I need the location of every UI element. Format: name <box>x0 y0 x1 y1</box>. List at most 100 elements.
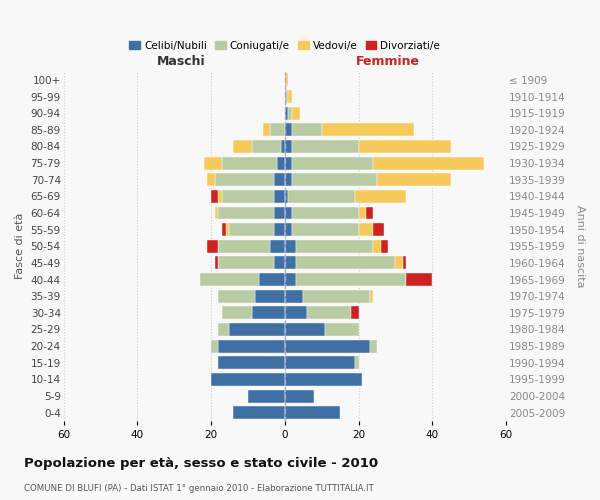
Bar <box>218 356 285 369</box>
Bar <box>285 290 303 302</box>
Bar <box>322 124 414 136</box>
Bar <box>289 90 292 103</box>
Bar <box>370 290 373 302</box>
Bar <box>274 190 285 203</box>
Bar <box>277 156 285 170</box>
Bar <box>296 256 395 270</box>
Bar <box>222 306 251 320</box>
Bar <box>373 223 385 236</box>
Bar <box>211 340 218 352</box>
Bar <box>248 390 285 402</box>
Bar <box>359 140 451 153</box>
Bar <box>270 240 285 253</box>
Bar <box>215 256 218 270</box>
Bar <box>233 406 285 419</box>
Bar <box>274 173 285 186</box>
Text: COMUNE DI BLUFI (PA) - Dati ISTAT 1° gennaio 2010 - Elaborazione TUTTITALIA.IT: COMUNE DI BLUFI (PA) - Dati ISTAT 1° gen… <box>24 484 374 493</box>
Bar <box>251 140 281 153</box>
Bar <box>285 273 296 286</box>
Bar <box>211 373 285 386</box>
Bar <box>296 273 406 286</box>
Bar <box>251 306 285 320</box>
Bar <box>285 173 292 186</box>
Bar <box>285 340 370 352</box>
Bar <box>366 206 373 220</box>
Bar <box>285 406 340 419</box>
Bar <box>377 173 451 186</box>
Bar <box>380 240 388 253</box>
Bar <box>285 90 289 103</box>
Bar <box>215 173 274 186</box>
Bar <box>285 256 296 270</box>
Bar <box>359 223 373 236</box>
Bar <box>211 190 218 203</box>
Bar <box>274 206 285 220</box>
Bar <box>406 273 432 286</box>
Bar <box>263 124 270 136</box>
Bar <box>274 223 285 236</box>
Bar <box>215 206 218 220</box>
Bar <box>292 156 373 170</box>
Bar <box>256 290 285 302</box>
Bar <box>355 356 359 369</box>
Bar <box>307 306 351 320</box>
Bar <box>222 223 226 236</box>
Bar <box>355 190 406 203</box>
Bar <box>226 223 229 236</box>
Bar <box>296 240 373 253</box>
Bar <box>259 273 285 286</box>
Bar <box>359 206 366 220</box>
Bar <box>292 223 359 236</box>
Bar <box>218 256 274 270</box>
Bar <box>218 340 285 352</box>
Bar <box>233 140 251 153</box>
Bar <box>292 206 359 220</box>
Bar <box>285 74 289 86</box>
Bar <box>285 356 355 369</box>
Bar <box>292 106 299 120</box>
Bar <box>218 323 229 336</box>
Bar <box>395 256 403 270</box>
Bar <box>200 273 259 286</box>
Bar <box>289 190 355 203</box>
Bar <box>285 140 292 153</box>
Bar <box>292 173 377 186</box>
Bar <box>218 206 274 220</box>
Bar <box>270 124 285 136</box>
Bar <box>303 290 370 302</box>
Bar <box>229 323 285 336</box>
Bar <box>222 156 277 170</box>
Bar <box>289 106 292 120</box>
Bar <box>218 190 222 203</box>
Bar <box>285 390 314 402</box>
Bar <box>208 240 218 253</box>
Text: Maschi: Maschi <box>157 55 206 68</box>
Bar <box>274 256 285 270</box>
Bar <box>403 256 406 270</box>
Bar <box>285 306 307 320</box>
Bar <box>285 223 292 236</box>
Bar <box>285 190 289 203</box>
Y-axis label: Anni di nascita: Anni di nascita <box>575 205 585 288</box>
Bar <box>208 173 215 186</box>
Bar <box>292 140 359 153</box>
Bar <box>285 206 292 220</box>
Bar <box>203 156 222 170</box>
Bar <box>285 373 362 386</box>
Text: Popolazione per età, sesso e stato civile - 2010: Popolazione per età, sesso e stato civil… <box>24 458 378 470</box>
Bar <box>285 156 292 170</box>
Bar <box>370 340 377 352</box>
Bar <box>285 124 292 136</box>
Bar <box>218 290 256 302</box>
Legend: Celibi/Nubili, Coniugati/e, Vedovi/e, Divorziati/e: Celibi/Nubili, Coniugati/e, Vedovi/e, Di… <box>125 36 445 55</box>
Text: Femmine: Femmine <box>356 55 420 68</box>
Bar <box>351 306 359 320</box>
Y-axis label: Fasce di età: Fasce di età <box>15 213 25 280</box>
Bar <box>373 240 380 253</box>
Bar <box>218 240 270 253</box>
Bar <box>285 106 289 120</box>
Bar <box>373 156 484 170</box>
Bar <box>229 223 274 236</box>
Bar <box>285 323 325 336</box>
Bar <box>292 124 322 136</box>
